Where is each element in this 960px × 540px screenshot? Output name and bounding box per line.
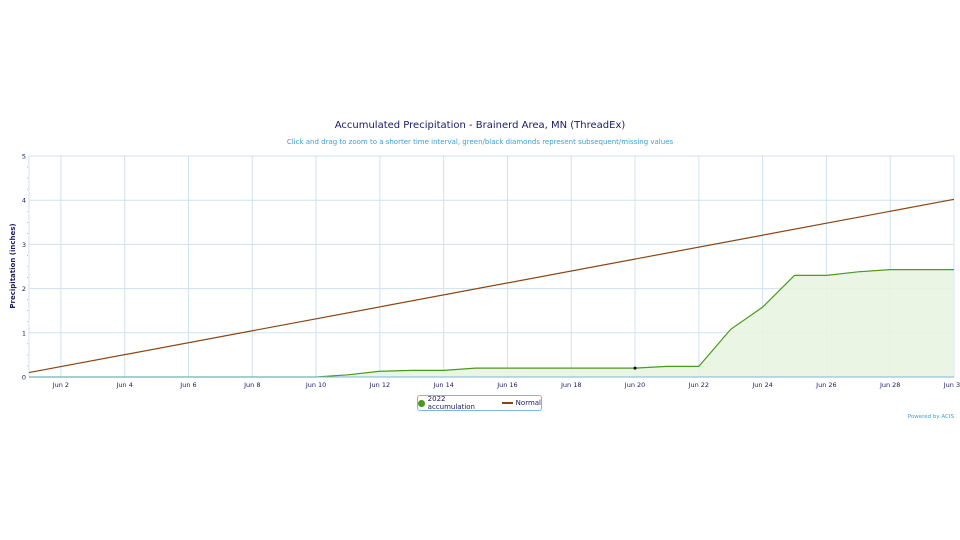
x-tick-label: Jun 20 (624, 381, 646, 389)
x-tick-label: Jun 28 (879, 381, 901, 389)
x-tick-label: Jun 8 (243, 381, 260, 389)
x-tick-label: Jun 14 (432, 381, 454, 389)
accumulation-area (29, 269, 954, 377)
x-tick-label: Jun 18 (560, 381, 582, 389)
legend-label-2022: 2022 accumulation (427, 395, 475, 411)
chart-subtitle: Click and drag to zoom to a shorter time… (286, 138, 674, 146)
y-tick-label: 5 (22, 153, 26, 161)
legend: 2022 accumulation Normal (417, 395, 542, 411)
x-tick-label: Jun 4 (116, 381, 133, 389)
x-tick-label: Jun 6 (179, 381, 196, 389)
legend-item-normal[interactable]: Normal (501, 399, 541, 407)
area-layer (29, 269, 954, 377)
y-tick-label: 0 (22, 374, 26, 382)
y-axis-label: Precipitation (inches) (9, 223, 17, 308)
x-tick-label: Jun 2 (52, 381, 69, 389)
credits-link[interactable]: Powered by ACIS (907, 414, 954, 420)
y-tick-label: 1 (22, 329, 26, 337)
x-tick-label: Jun 30 (943, 381, 960, 389)
normal-line (28, 198, 955, 374)
x-tick-label: Jun 12 (369, 381, 391, 389)
y-tick-label: 4 (22, 197, 26, 205)
x-tick-label: Jun 22 (688, 381, 710, 389)
legend-dot-icon (418, 399, 425, 407)
legend-item-2022[interactable]: 2022 accumulation (418, 395, 492, 411)
x-tick-label: Jun 10 (305, 381, 327, 389)
y-tick-label: 2 (22, 285, 26, 293)
y-tick-label: 3 (22, 241, 26, 249)
grid (28, 155, 955, 378)
chart-title: Accumulated Precipitation - Brainerd Are… (334, 120, 626, 131)
x-tick-label: Jun 16 (496, 381, 518, 389)
legend-label-normal: Normal (515, 399, 541, 407)
legend-line-icon (501, 402, 513, 404)
x-tick-label: Jun 24 (751, 381, 773, 389)
axes-layer: 0 1 2 3 4 5 Jun 2 Jun 4 Jun 6 Jun 8 Jun 10 Jun 12 Ju… (22, 153, 960, 390)
missing-value-marker (633, 366, 637, 370)
x-tick-label: Jun 26 (815, 381, 837, 389)
